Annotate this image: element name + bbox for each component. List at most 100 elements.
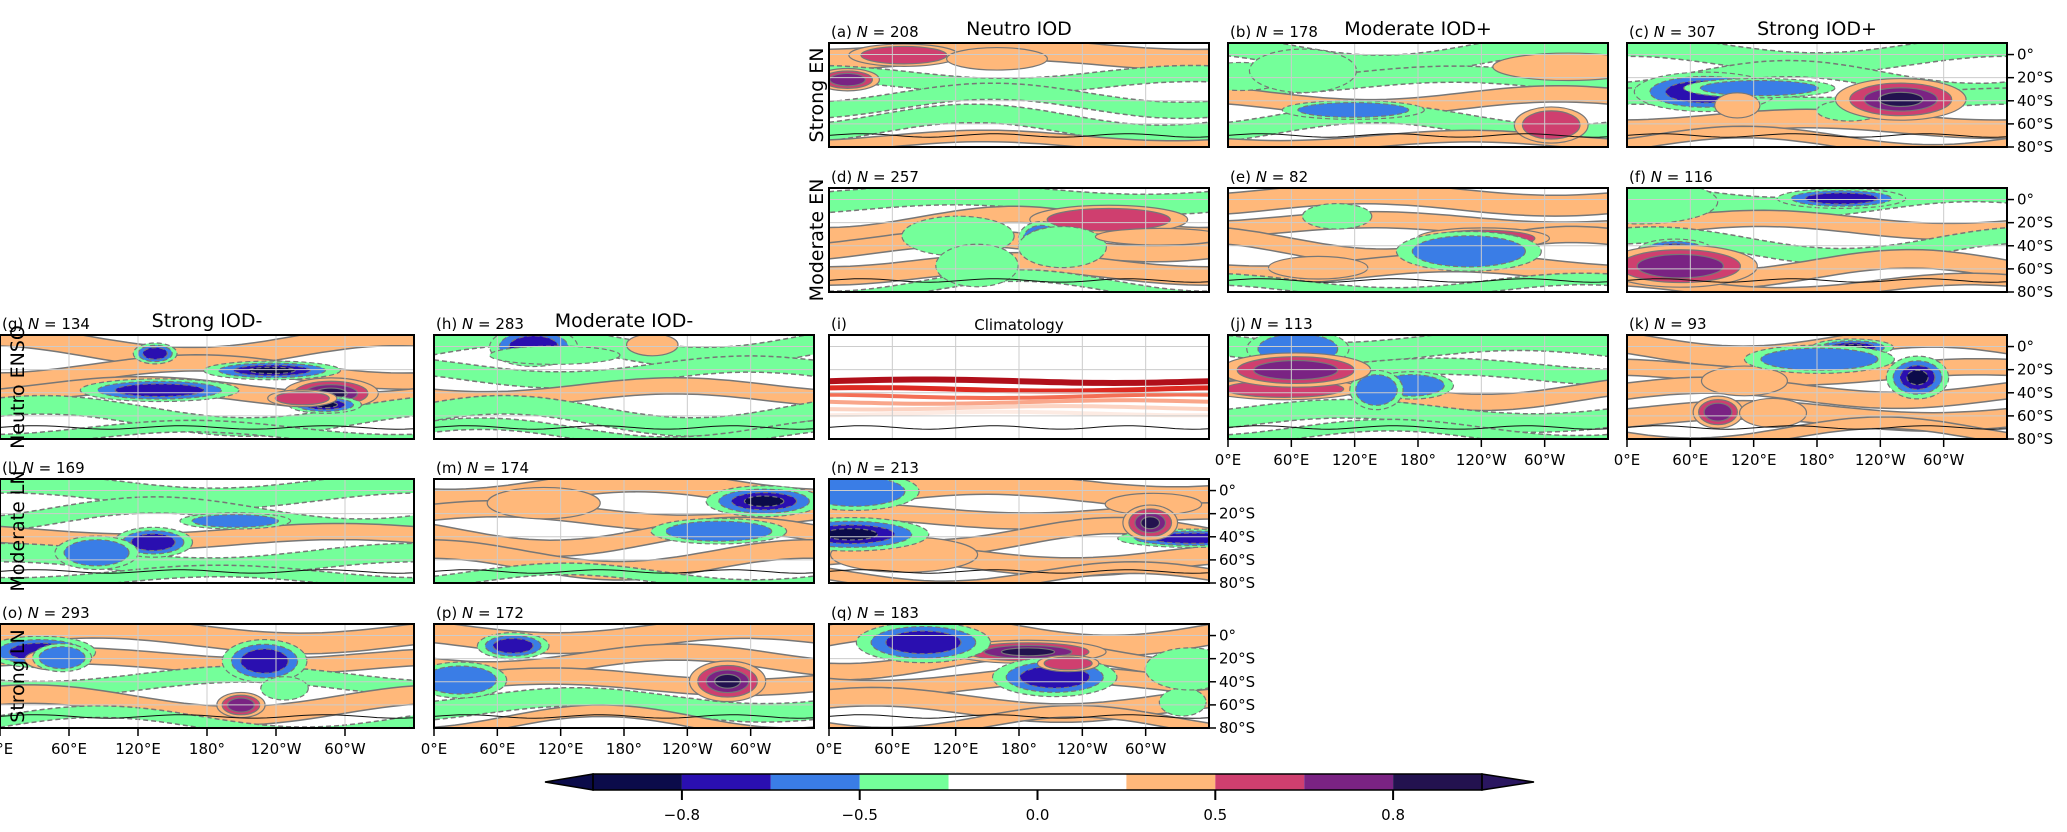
coastline [1228,133,1608,138]
panel-letter: (e) [1230,168,1256,186]
panel-frame [1227,187,1609,293]
panel-letter: (n) [831,459,857,477]
lat-tick-label: 40°S [1219,673,1255,691]
lon-tick-label: 60°W [1923,451,1965,469]
n-value: = 113 [1262,315,1313,333]
panel-q: (q) N = 183 [828,604,1210,729]
panel-e: (e) N = 82 [1227,168,1609,293]
positive-anomaly [625,335,679,357]
coastline [434,569,814,574]
lon-tick-label: 60°W [730,740,772,758]
coastline [829,569,1209,574]
positive-anomaly [1636,253,1725,279]
row-labels: Strong EN Moderate EN Neutro ENSO Moderate … [7,48,828,723]
n-symbol: N [462,604,473,622]
column-title: Climatology [974,316,1064,334]
lon-tick-label: 0°E [421,740,448,758]
n-value: = 183 [868,604,919,622]
negative-anomaly [260,676,309,701]
panel-frame [828,187,1210,293]
lat-tick-label: 0° [1219,482,1236,500]
panel-frame [0,478,415,584]
lat-tick-label: 40°S [2017,92,2053,110]
panel-letter: (b) [1230,23,1256,41]
colorbar-bin [1126,774,1216,790]
lon-tick-label: 60°W [1524,451,1566,469]
panel-letter: (p) [436,604,462,622]
positive-anomaly [1043,656,1093,671]
negative-anomaly [1627,188,1719,225]
positive-anomaly [1000,647,1056,657]
negative-anomaly [142,346,168,360]
panel-label: (d) N = 257 [831,168,919,186]
positive-anomaly [486,486,601,520]
panel-letter: (c) [1629,23,1654,41]
negative-anomaly [1158,687,1207,717]
n-symbol: N [857,23,868,41]
panel-frame [1626,187,2008,293]
panels-group: (a) N = 208 Neutro IOD (b) N = 178 Moderate… [0,18,2053,758]
lon-tick-label: 60°E [1672,451,1708,469]
lon-tick-label: 60°E [479,740,515,758]
row-label: Strong LN [7,629,29,722]
panel-label: (p) N = 172 [436,604,524,622]
row-label: Moderate EN [806,179,828,302]
n-symbol: N [1654,315,1665,333]
lon-tick-label: 180° [1799,451,1835,469]
negative-anomaly [1355,374,1398,406]
colorbar-bin [859,774,949,790]
negative-anomaly [1248,48,1358,94]
n-symbol: N [23,459,34,477]
panel-body [434,624,814,728]
lon-tick-label: 60°E [51,740,87,758]
n-value: = 82 [1267,168,1308,186]
lon-tick-label: 120°W [1855,451,1906,469]
lon-tick-label: 180° [1001,740,1037,758]
column-title: Moderate IOD+ [1344,18,1492,40]
coastline [1228,425,1608,430]
negative-anomaly [434,665,498,695]
positive-anomaly [1700,365,1789,397]
lon-tick-label: 60°E [874,740,910,758]
panel-body [1228,335,1608,439]
positive-region [829,561,1209,583]
lat-tick-label: 60°S [2017,115,2053,133]
lon-tick-label: 60°W [324,740,366,758]
lat-tick-label: 20°S [1219,505,1255,523]
positive-anomaly [1140,516,1161,530]
n-symbol: N [1651,168,1662,186]
panel-label: (f) N = 116 [1629,168,1713,186]
row-label: Moderate LN [7,470,29,591]
negative-anomaly [1760,347,1879,371]
colorbar-tick-label: −0.8 [664,806,700,824]
n-symbol: N [1256,23,1267,41]
negative-anomaly [1411,235,1526,268]
panel-label: (h) N = 283 [436,315,524,333]
lon-tick-label: 0°E [0,740,13,758]
lat-tick-label: 80°S [1219,719,1255,737]
negative-anomaly [1017,225,1107,269]
coastline [1627,278,2007,283]
panel-body [829,188,1209,292]
lat-tick-label: 80°S [2017,283,2053,301]
column-title: Strong IOD- [152,310,263,332]
colorbar-bin [593,774,682,790]
panel-label: (c) N = 307 [1629,23,1716,41]
panel-label: (j) N = 113 [1230,315,1313,333]
positive-anomaly [1703,402,1733,422]
panel-a: (a) N = 208 Neutro IOD [828,18,1210,148]
coastline [829,278,1209,283]
panel-letter: (q) [831,604,857,622]
lon-tick-label: 120°E [538,740,584,758]
lat-tick-label: 60°S [2017,407,2053,425]
panel-label: (i) [831,315,847,333]
colorbar-bin [770,774,860,790]
colorbar-bin [1304,774,1394,790]
n-value: = 257 [868,168,919,186]
n-symbol: N [1256,168,1267,186]
colorbar-tick-label: 0.5 [1203,806,1227,824]
n-value: = 293 [39,604,90,622]
lon-tick-label: 0°E [1215,451,1242,469]
n-value: = 116 [1662,168,1713,186]
negative-anomaly [1301,202,1373,230]
